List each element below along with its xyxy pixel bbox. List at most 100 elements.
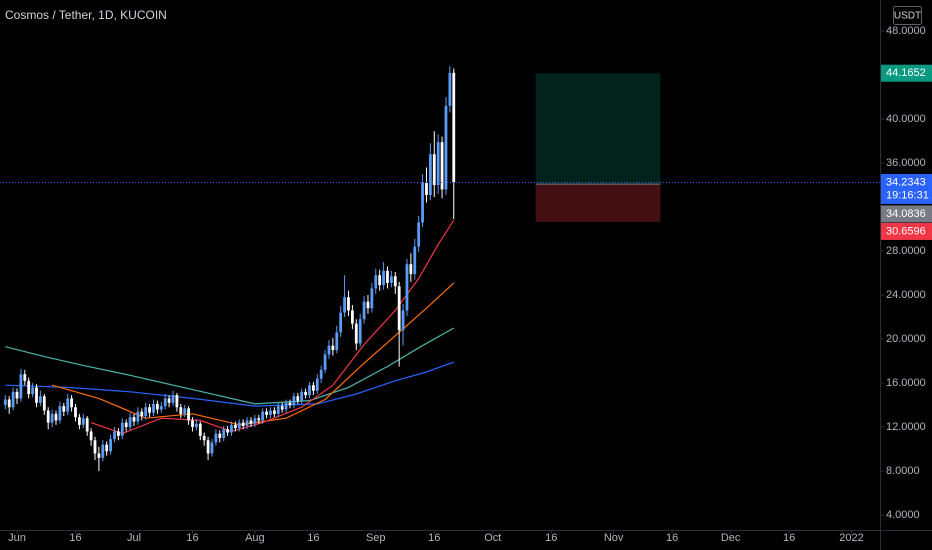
- y-tick-label: 36.0000: [886, 157, 926, 169]
- candle-body: [276, 406, 280, 414]
- candle-body: [366, 301, 370, 309]
- entry-price-label: 34.0836: [886, 208, 926, 220]
- candle-body: [308, 385, 311, 396]
- y-tick-label: 48.0000: [886, 25, 926, 37]
- candle-body: [155, 403, 159, 410]
- x-tick-label: 16: [69, 532, 81, 544]
- candle-body: [222, 429, 226, 439]
- candle-body: [27, 380, 31, 395]
- candle-body: [350, 310, 354, 324]
- candle-body: [19, 374, 23, 399]
- candle-body: [89, 431, 93, 441]
- candle-body: [233, 424, 237, 429]
- symbol-title: Cosmos / Tether, 1D, KUCOIN: [5, 8, 167, 22]
- candle-body: [417, 222, 421, 247]
- candle-body: [46, 410, 50, 423]
- x-tick-label: 16: [307, 532, 319, 544]
- candle-body: [202, 435, 206, 441]
- y-tick-label: 12.0000: [886, 421, 926, 433]
- candle-body: [358, 319, 362, 344]
- entry-price-label-bg: [881, 205, 932, 223]
- candle-body: [311, 385, 315, 391]
- candle-body: [405, 264, 409, 311]
- candle-body: [163, 398, 167, 407]
- candle-body: [93, 440, 97, 454]
- moving-average: [90, 219, 455, 435]
- candle-body: [97, 453, 101, 458]
- candle-body: [105, 444, 109, 452]
- x-tick-label: 16: [783, 532, 795, 544]
- x-tick-label: 16: [666, 532, 678, 544]
- x-tick-label: Nov: [604, 532, 624, 544]
- candle-body: [440, 142, 444, 190]
- candle-body: [335, 332, 339, 351]
- last-price-label: 34.2343: [886, 176, 926, 188]
- candle-body: [296, 396, 300, 401]
- moving-average: [51, 282, 455, 426]
- candle-body: [218, 433, 222, 439]
- candle-body: [136, 411, 140, 422]
- candle-body: [31, 387, 35, 395]
- candle-body: [315, 378, 319, 391]
- candle-body: [319, 369, 323, 379]
- candle-body: [54, 413, 58, 421]
- candle-body: [354, 323, 358, 344]
- candle-body: [23, 374, 27, 381]
- candle-body: [331, 345, 335, 351]
- candle-body: [327, 345, 331, 355]
- candle-body: [257, 418, 261, 421]
- candle-body: [370, 288, 374, 309]
- x-tick-label: Sep: [366, 532, 386, 544]
- candle-body: [343, 297, 346, 313]
- candle-body: [397, 286, 401, 331]
- stop-price-label: 30.6596: [886, 225, 926, 237]
- axes: 4.0000 8.0000 12.0000 16.0000 20.0000 24.0000…: [8, 25, 932, 544]
- candle-body: [7, 399, 11, 408]
- candle-body: [230, 424, 233, 433]
- candle-body: [132, 417, 136, 422]
- candle-body: [362, 301, 366, 320]
- y-tick-label: 16.0000: [886, 377, 926, 389]
- last-price-label-countdown: 19:16:31: [886, 189, 929, 201]
- candle-body: [179, 407, 183, 414]
- candle-body: [253, 418, 257, 424]
- candle-body: [214, 433, 218, 443]
- candle-body: [347, 297, 350, 311]
- candle-body: [249, 420, 253, 424]
- candle-body: [425, 182, 428, 195]
- candle-body: [428, 154, 432, 195]
- candle-body: [265, 411, 268, 415]
- candle-body: [120, 422, 124, 436]
- candle-body: [304, 391, 307, 396]
- candle-body: [409, 264, 413, 275]
- candle-body: [436, 142, 440, 186]
- target-price-label: 44.1652: [886, 67, 926, 79]
- candle-body: [393, 276, 397, 287]
- candle-body: [288, 402, 292, 406]
- candle-body: [81, 418, 85, 425]
- stop-price-label-bg: [881, 222, 932, 240]
- candle-body: [448, 72, 452, 106]
- candle-body: [128, 417, 132, 428]
- candle-body: [378, 275, 382, 286]
- x-tick-label: Aug: [245, 532, 265, 544]
- stop-loss-zone: [535, 184, 661, 222]
- candle-body: [144, 407, 148, 417]
- candle-body: [386, 270, 389, 283]
- last-price-label-bg: [881, 173, 932, 204]
- currency-button[interactable]: [893, 6, 922, 25]
- candle-body: [374, 275, 378, 289]
- candle-body: [389, 276, 393, 283]
- candle-body: [444, 105, 448, 190]
- x-tick-label: Jun: [8, 532, 26, 544]
- currency-label[interactable]: USDT: [894, 11, 921, 22]
- take-profit-zone: [535, 73, 661, 185]
- candle-body: [167, 398, 171, 403]
- candle-body: [300, 391, 304, 401]
- candle-body: [124, 422, 128, 428]
- candle-body: [183, 408, 187, 414]
- candle-body: [175, 395, 179, 408]
- candle-body: [269, 410, 272, 415]
- candle-body: [148, 407, 151, 413]
